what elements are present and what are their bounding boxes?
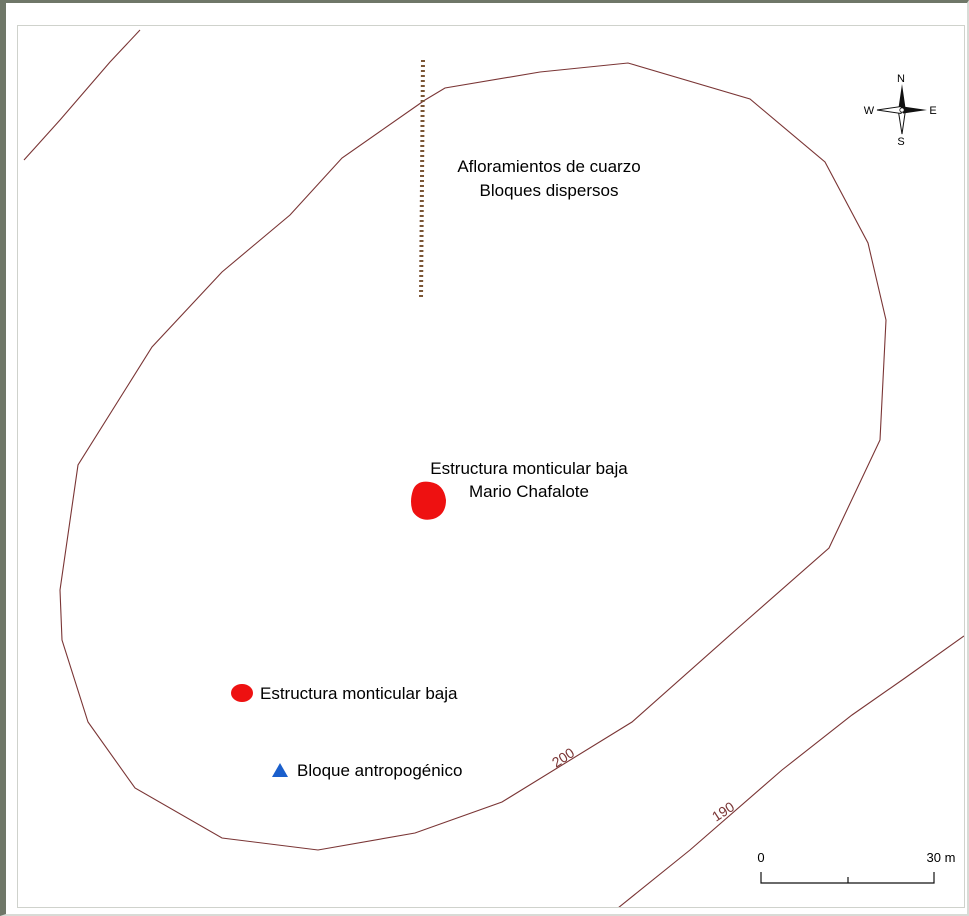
- contour-label-190: 190: [709, 798, 737, 824]
- main-mound-label-line2: Mario Chafalote: [469, 482, 589, 501]
- contour-line-upper-left: [23, 29, 141, 161]
- quartz-outcrop-line: [419, 59, 425, 301]
- scale-end-label: 30 m: [927, 850, 956, 865]
- compass-south-label: S: [897, 136, 904, 148]
- anthropogenic-block-marker: [272, 763, 288, 777]
- compass-east-label: E: [929, 105, 936, 117]
- compass-north-label: N: [897, 73, 905, 85]
- anthropogenic-block-label: Bloque antropogénico: [297, 761, 462, 780]
- scale-start-label: 0: [757, 850, 764, 865]
- contour-line-190: [618, 635, 964, 907]
- main-mound-label-line1: Estructura monticular baja: [430, 459, 628, 478]
- outcrop-label-line1: Afloramientos de cuarzo: [457, 157, 640, 176]
- outcrop-label-line2: Bloques dispersos: [480, 181, 619, 200]
- contour-label-200: 200: [549, 744, 577, 770]
- small-mound-marker: [231, 684, 253, 702]
- compass-rose-icon: [876, 84, 927, 135]
- scale-bar: [760, 872, 935, 884]
- contour-line-200: [59, 62, 887, 851]
- main-mound-marker: [411, 481, 446, 520]
- compass-west-label: W: [864, 105, 875, 117]
- small-mound-label: Estructura monticular baja: [260, 684, 458, 703]
- map-panel: [17, 25, 965, 908]
